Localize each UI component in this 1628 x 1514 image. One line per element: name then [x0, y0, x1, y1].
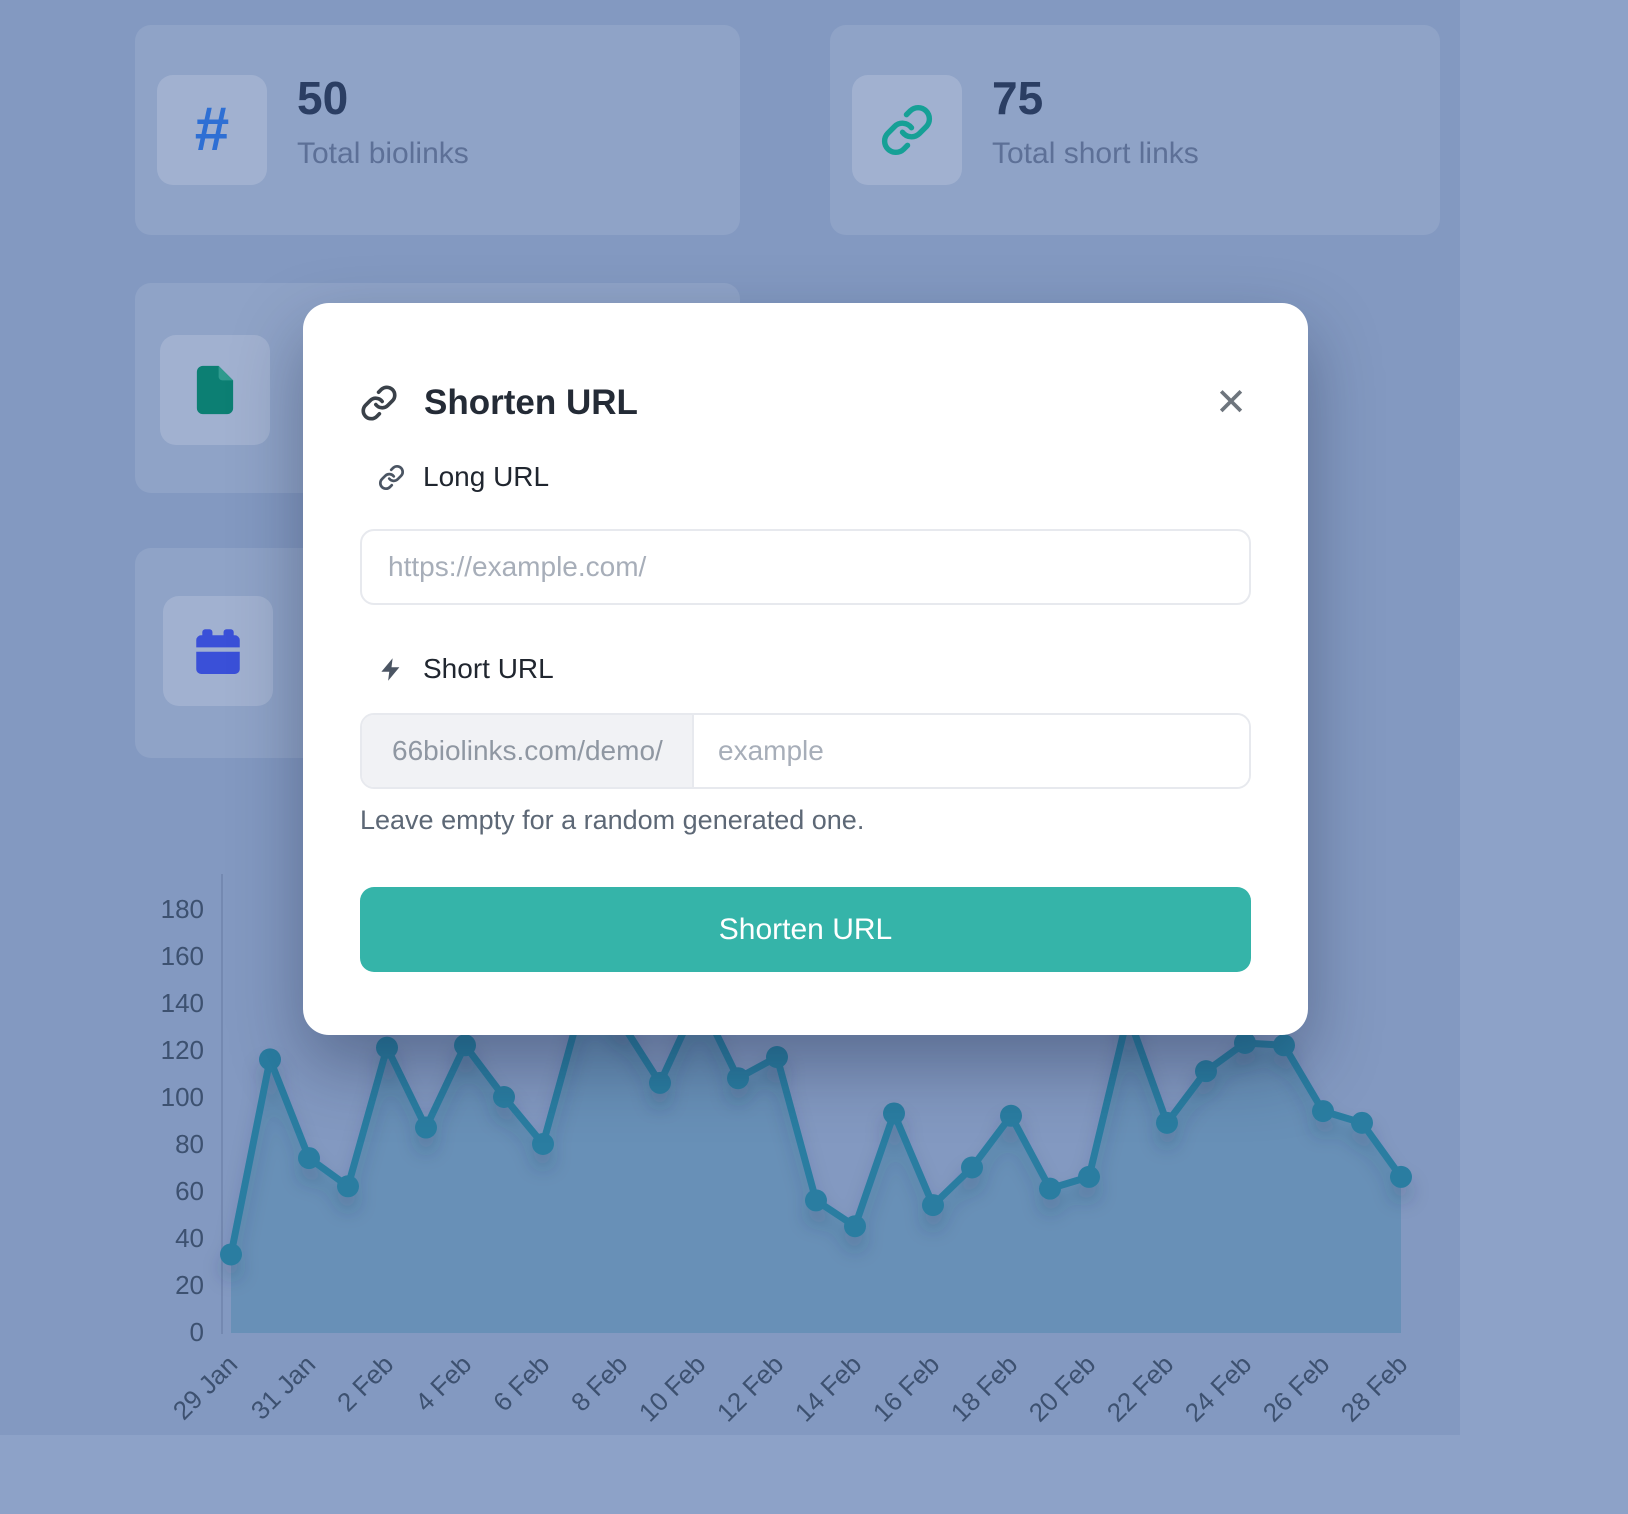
long-url-input[interactable]: [360, 529, 1251, 605]
stat-icon-tile: [163, 596, 273, 706]
stat-value-biolinks: 50: [297, 72, 349, 124]
stat-card-shortlinks: 75 Total short links: [830, 25, 1440, 235]
stat-icon-tile: #: [157, 75, 267, 185]
short-url-helper-text: Leave empty for a random generated one.: [360, 805, 865, 835]
link-icon: [378, 464, 405, 491]
long-url-label-row: Long URL: [360, 459, 549, 495]
stat-label-biolinks: Total biolinks: [297, 137, 469, 170]
short-url-label-row: Short URL: [360, 651, 554, 687]
modal-header: Shorten URL ✕: [360, 373, 1251, 433]
link-icon: [880, 103, 934, 157]
link-icon: [360, 384, 398, 422]
short-url-label: Short URL: [423, 653, 554, 684]
long-url-label: Long URL: [423, 461, 550, 492]
lightning-icon: [378, 656, 405, 683]
modal-title: Shorten URL: [424, 383, 638, 422]
document-icon: [186, 361, 244, 419]
close-icon[interactable]: ✕: [1211, 384, 1251, 422]
stat-card-biolinks: # 50 Total biolinks: [135, 25, 740, 235]
shorten-url-modal: Shorten URL ✕ Long URL Short URL 66bioli…: [303, 303, 1308, 1035]
short-url-input[interactable]: [694, 715, 1249, 787]
short-url-prefix: 66biolinks.com/demo/: [362, 715, 694, 787]
calendar-icon: [189, 622, 247, 680]
hashtag-icon: #: [194, 95, 230, 164]
shorten-url-button[interactable]: Shorten URL: [360, 887, 1251, 972]
stat-value-shortlinks: 75: [992, 72, 1044, 124]
stat-icon-tile: [160, 335, 270, 445]
short-url-group: 66biolinks.com/demo/: [360, 713, 1251, 789]
stat-icon-tile: [852, 75, 962, 185]
stat-label-shortlinks: Total short links: [992, 137, 1199, 170]
